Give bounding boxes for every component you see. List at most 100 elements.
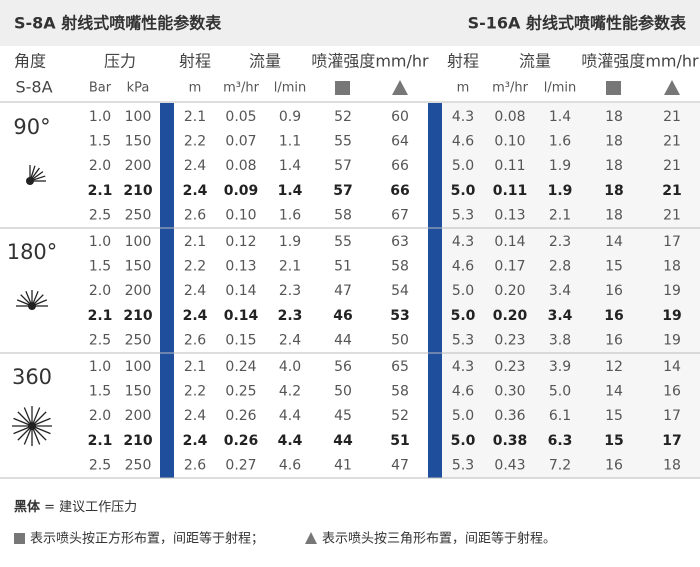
table-cell: 0.11 [494, 158, 525, 174]
table-cell: 1.5 [89, 259, 111, 275]
s16-background [440, 103, 700, 478]
table-cell: 4.4 [278, 433, 303, 449]
table-cell: 0.05 [225, 109, 256, 125]
column-unit: S-8A [15, 78, 52, 97]
table-cell: 2.4 [184, 283, 206, 299]
triangle-icon [305, 532, 317, 544]
column-header: 喷灌强度mm/hr [311, 52, 429, 71]
table-cell: 54 [391, 283, 409, 299]
table-cell: 64 [391, 134, 409, 150]
table-cell: 1.6 [279, 207, 301, 223]
table-cell: 4.3 [452, 359, 474, 375]
table-cell: 2.1 [88, 433, 113, 449]
table-cell: 2.4 [183, 433, 208, 449]
table-cell: 44 [334, 332, 352, 348]
table-cell: 2.4 [279, 332, 301, 348]
column-header: 喷灌强度mm/hr [581, 52, 699, 71]
table-cell: 15 [604, 433, 623, 449]
table-cell: 5.0 [452, 408, 474, 424]
table-cell: 0.26 [224, 433, 259, 449]
table-cell: 1.4 [549, 109, 571, 125]
table-cell: 0.38 [493, 433, 528, 449]
table-cell: 0.10 [225, 207, 256, 223]
table-cell: 0.24 [225, 359, 256, 375]
table-cell: 63 [391, 234, 409, 250]
table-cell: 2.6 [184, 332, 206, 348]
table-cell: 0.08 [225, 158, 256, 174]
table-cell: 50 [391, 332, 409, 348]
table-cell: 1.9 [548, 183, 573, 199]
table-cell: 2.6 [184, 457, 206, 473]
table-cell: 18 [663, 259, 681, 275]
table-cell: 5.3 [452, 332, 474, 348]
table-cell: 0.43 [494, 457, 525, 473]
column-header: 射程 [447, 52, 479, 71]
table-cell: 200 [125, 408, 152, 424]
column-unit: l/min [274, 81, 307, 96]
table-cell: 2.5 [89, 457, 111, 473]
table-cell: 2.4 [183, 308, 208, 324]
table-cell: 100 [125, 359, 152, 375]
table-cell: 2.5 [89, 207, 111, 223]
note-square: 表示喷头按正方形布置，间距等于射程； [30, 531, 264, 547]
table-cell: 0.14 [224, 308, 259, 324]
table-cell: 55 [334, 134, 352, 150]
table-cell: 5.0 [549, 384, 571, 400]
table-cell: 5.3 [452, 207, 474, 223]
table-cell: 50 [334, 384, 352, 400]
square-icon [14, 533, 25, 544]
table-cell: 41 [334, 457, 352, 473]
column-unit: m³/hr [492, 81, 528, 96]
table-cell: 57 [333, 183, 352, 199]
table-cell: 21 [662, 183, 681, 199]
table-cell: 15 [605, 408, 623, 424]
table-cell: 52 [391, 408, 409, 424]
column-header: 射程 [179, 52, 211, 71]
title-band [0, 0, 700, 46]
column-header: 角度 [14, 52, 46, 71]
table-cell: 0.12 [225, 234, 256, 250]
table-cell: 0.08 [494, 109, 525, 125]
table-cell: 0.15 [225, 332, 256, 348]
table-cell: 60 [391, 109, 409, 125]
table-cell: 0.25 [225, 384, 256, 400]
table-cell: 0.14 [225, 283, 256, 299]
table-cell: 21 [663, 109, 681, 125]
table-cell: 51 [334, 259, 352, 275]
note-bold: 黑体 = 建议工作压力 [14, 499, 137, 515]
table-cell: 18 [663, 457, 681, 473]
table-cell: 47 [391, 457, 409, 473]
table-cell: 0.36 [494, 408, 525, 424]
column-header: 压力 [104, 52, 136, 71]
table-cell: 18 [605, 158, 623, 174]
table-cell: 5.0 [451, 308, 476, 324]
table-cell: 5.0 [451, 183, 476, 199]
table-cell: 65 [391, 359, 409, 375]
table-cell: 21 [663, 207, 681, 223]
angle-label: 180° [7, 240, 58, 264]
table-cell: 100 [125, 109, 152, 125]
table-cell: 56 [334, 359, 352, 375]
table-cell: 1.5 [89, 134, 111, 150]
table-cell: 0.13 [494, 207, 525, 223]
table-cell: 0.07 [225, 134, 256, 150]
triangle-icon [664, 80, 680, 95]
table-cell: 0.23 [494, 332, 525, 348]
table-cell: 2.3 [278, 308, 303, 324]
table-cell: 21 [663, 158, 681, 174]
table-cell: 19 [662, 308, 681, 324]
table-cell: 4.3 [452, 234, 474, 250]
table-cell: 14 [663, 359, 681, 375]
table-cell: 16 [605, 283, 623, 299]
table-cell: 0.30 [494, 384, 525, 400]
table-cell: 2.2 [184, 134, 206, 150]
table-cell: 2.3 [549, 234, 571, 250]
angle-label: 90° [13, 115, 50, 139]
table-cell: 3.4 [549, 283, 571, 299]
table-cell: 2.1 [88, 308, 113, 324]
table-cell: 0.13 [225, 259, 256, 275]
column-header: 流量 [249, 52, 281, 71]
table-cell: 66 [391, 158, 409, 174]
table-cell: 2.0 [89, 408, 111, 424]
